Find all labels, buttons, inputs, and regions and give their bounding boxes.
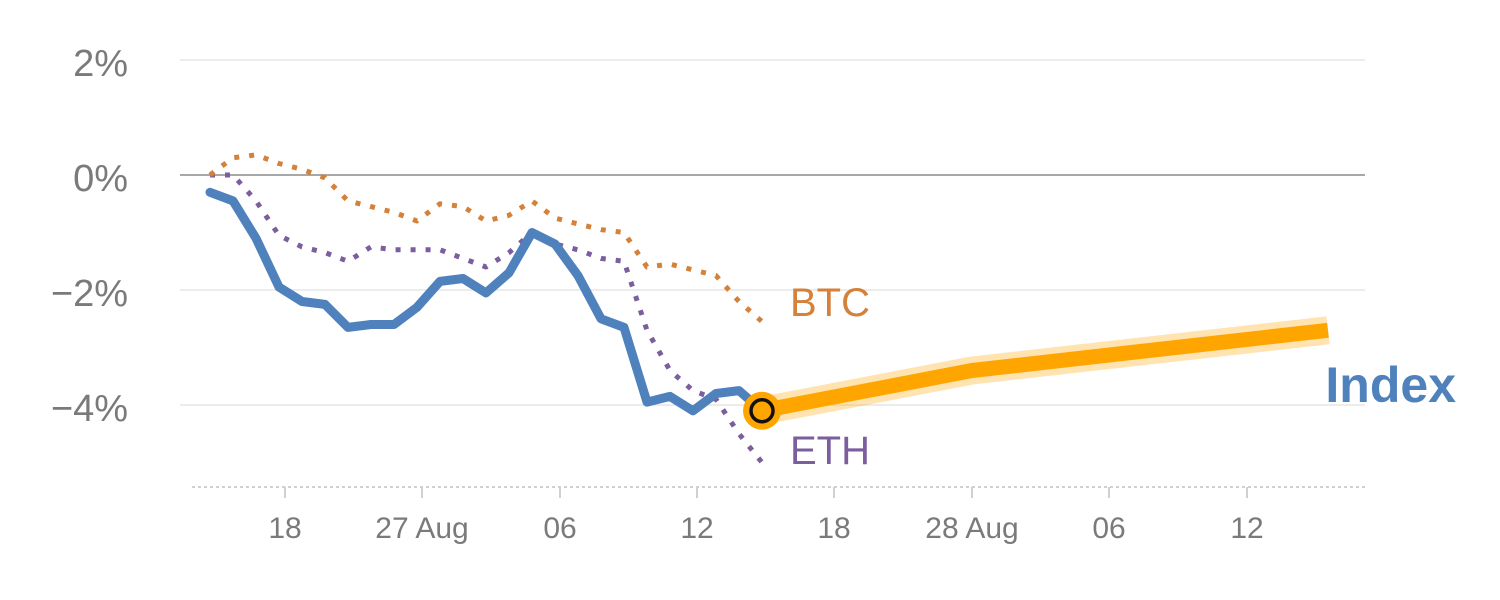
y-tick-label: −4% xyxy=(51,388,128,430)
x-tick-label: 18 xyxy=(268,512,301,545)
x-tick-label: 28 Aug xyxy=(925,512,1018,545)
x-tick-label: 12 xyxy=(680,512,713,545)
x-tick-label: 27 Aug xyxy=(375,512,468,545)
y-tick-label: −2% xyxy=(51,273,128,315)
x-tick-label: 06 xyxy=(1092,512,1125,545)
x-tick-label: 06 xyxy=(543,512,576,545)
x-axis-ticks: 18 27 Aug 06 12 18 28 Aug 06 12 xyxy=(268,512,1263,545)
index-series-line xyxy=(205,187,767,416)
series-lines xyxy=(205,152,1330,465)
x-tick-label: 12 xyxy=(1230,512,1263,545)
index-series-label: Index xyxy=(1325,357,1456,413)
btc-series-label: BTC xyxy=(790,281,870,325)
eth-series-label: ETH xyxy=(790,429,870,473)
y-tick-label: 0% xyxy=(73,158,128,200)
series-labels: BTC ETH Index xyxy=(790,281,1456,473)
forecast-line xyxy=(760,322,1329,419)
y-axis-ticks: 2% 0% −2% −4% xyxy=(51,43,128,430)
eth-series-line xyxy=(210,172,764,465)
x-tick-label: 18 xyxy=(817,512,850,545)
x-axis xyxy=(192,486,1365,498)
end-marker xyxy=(749,398,775,424)
y-tick-label: 2% xyxy=(73,43,128,85)
